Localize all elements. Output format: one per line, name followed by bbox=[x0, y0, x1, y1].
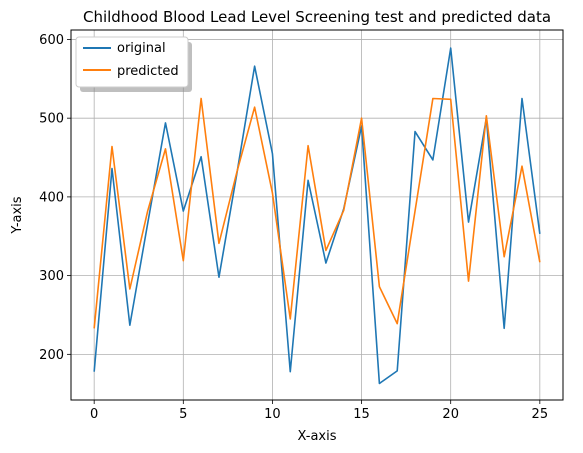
x-axis: 0 5 10 15 20 25 bbox=[90, 400, 548, 422]
y-axis-label: Y-axis bbox=[10, 196, 25, 234]
x-axis-label: X-axis bbox=[298, 429, 337, 444]
series-line-original bbox=[93, 47, 541, 385]
legend-label-original: original bbox=[117, 41, 166, 56]
y-tick-label: 300 bbox=[39, 269, 64, 284]
series-line-predicted bbox=[93, 97, 541, 329]
y-tick-label: 400 bbox=[39, 190, 64, 205]
x-tick-label: 0 bbox=[90, 407, 98, 422]
y-tick-label: 500 bbox=[39, 112, 64, 127]
y-tick-label: 200 bbox=[39, 348, 64, 363]
x-tick-label: 25 bbox=[532, 407, 549, 422]
x-tick-label: 20 bbox=[442, 407, 459, 422]
chart-title: Childhood Blood Lead Level Screening tes… bbox=[83, 8, 551, 26]
plot-frame bbox=[70, 29, 564, 401]
legend-label-predicted: predicted bbox=[117, 64, 179, 79]
legend-box bbox=[75, 36, 189, 88]
series-layer bbox=[93, 47, 541, 385]
x-tick-label: 5 bbox=[179, 407, 187, 422]
x-tick-label: 15 bbox=[353, 407, 370, 422]
y-axis: 200 300 400 500 600 bbox=[39, 33, 71, 363]
y-tick-label: 600 bbox=[39, 33, 64, 48]
x-tick-label: 10 bbox=[264, 407, 281, 422]
legend: original predicted bbox=[75, 36, 192, 92]
